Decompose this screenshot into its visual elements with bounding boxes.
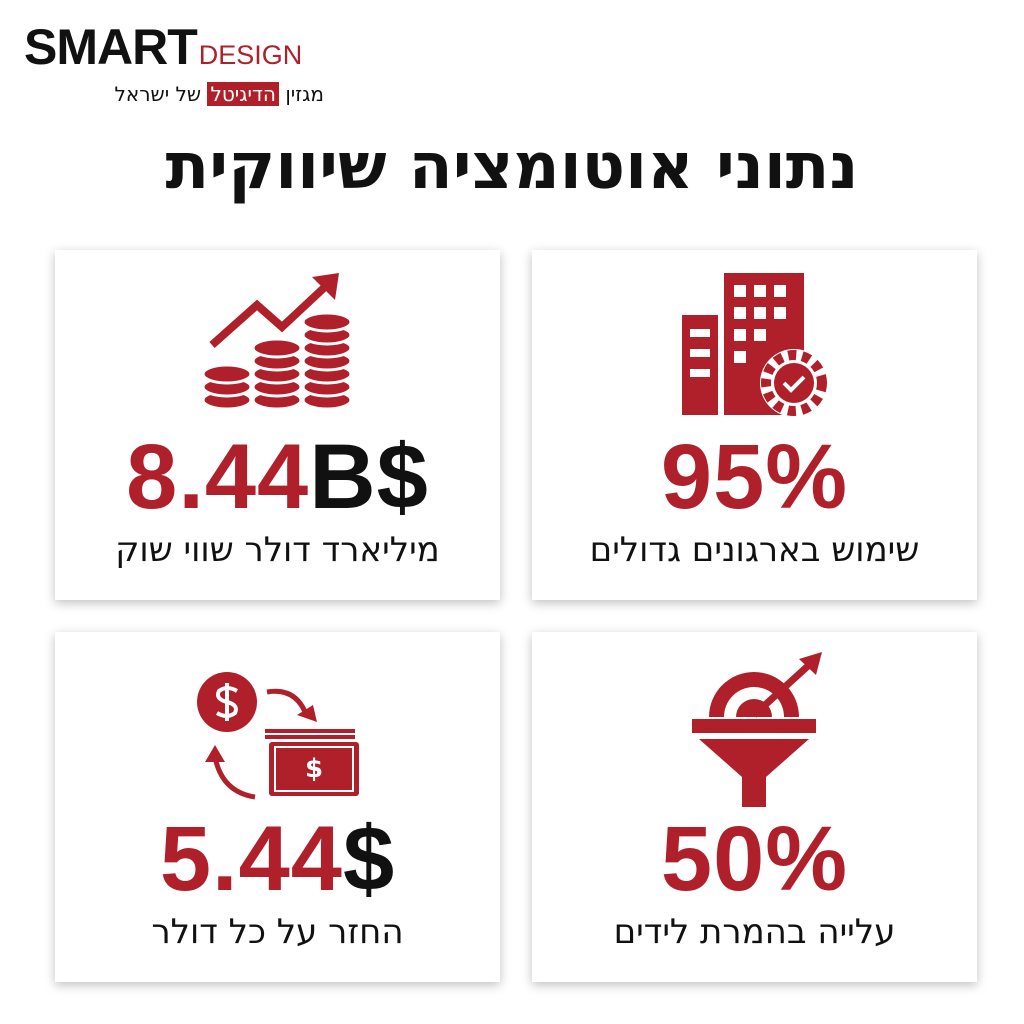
- funnel-icon: [692, 652, 822, 807]
- svg-text:$: $: [305, 754, 323, 784]
- tagline: מגזין הדיגיטל של ישראל: [24, 82, 324, 106]
- stat: 5.44$: [55, 807, 500, 912]
- brand: SMARTDESIGN: [24, 22, 344, 80]
- stat: 95%: [532, 425, 977, 530]
- stat-label: מיליארד דולר שווי שוק: [115, 530, 440, 570]
- tagline-end: של ישראל: [114, 82, 202, 106]
- tagline-start: מגזין: [285, 82, 324, 106]
- stat: 50%: [532, 807, 977, 912]
- title: נתוני אוטומציה שיווקית: [165, 130, 859, 204]
- card: 8.44B$ מיליארד דולר שווי שוק: [55, 250, 500, 600]
- stat-label: שימוש בארגונים גדולים: [589, 530, 920, 570]
- building-icon: [682, 273, 828, 417]
- stat-label: עלייה בהמרת לידים: [613, 912, 896, 952]
- card: 95% שימוש בארגונים גדולים: [532, 250, 977, 600]
- stat-unit: $: [342, 808, 396, 910]
- tagline-highlight: הדיגיטל: [207, 82, 279, 106]
- brand-light: DESIGN: [198, 40, 303, 70]
- card: 50% עלייה בהמרת לידים: [532, 632, 977, 982]
- stat-number: 5.44: [159, 808, 343, 910]
- stat-number: 95%: [660, 426, 849, 528]
- brand-bold: SMART: [24, 19, 198, 75]
- coins-icon: [201, 273, 353, 411]
- stat-number: 50%: [660, 808, 849, 910]
- money-icon: $: [197, 672, 359, 800]
- card: $ 5.44$ החזר על כל דולר: [55, 632, 500, 982]
- stat-number: 8.44: [126, 426, 310, 528]
- stat-label: החזר על כל דולר: [151, 912, 404, 952]
- stat: 8.44B$: [55, 425, 500, 530]
- stat-unit: B$: [309, 426, 429, 528]
- logo: SMARTDESIGN מגזין הדיגיטל של ישראל: [24, 22, 344, 106]
